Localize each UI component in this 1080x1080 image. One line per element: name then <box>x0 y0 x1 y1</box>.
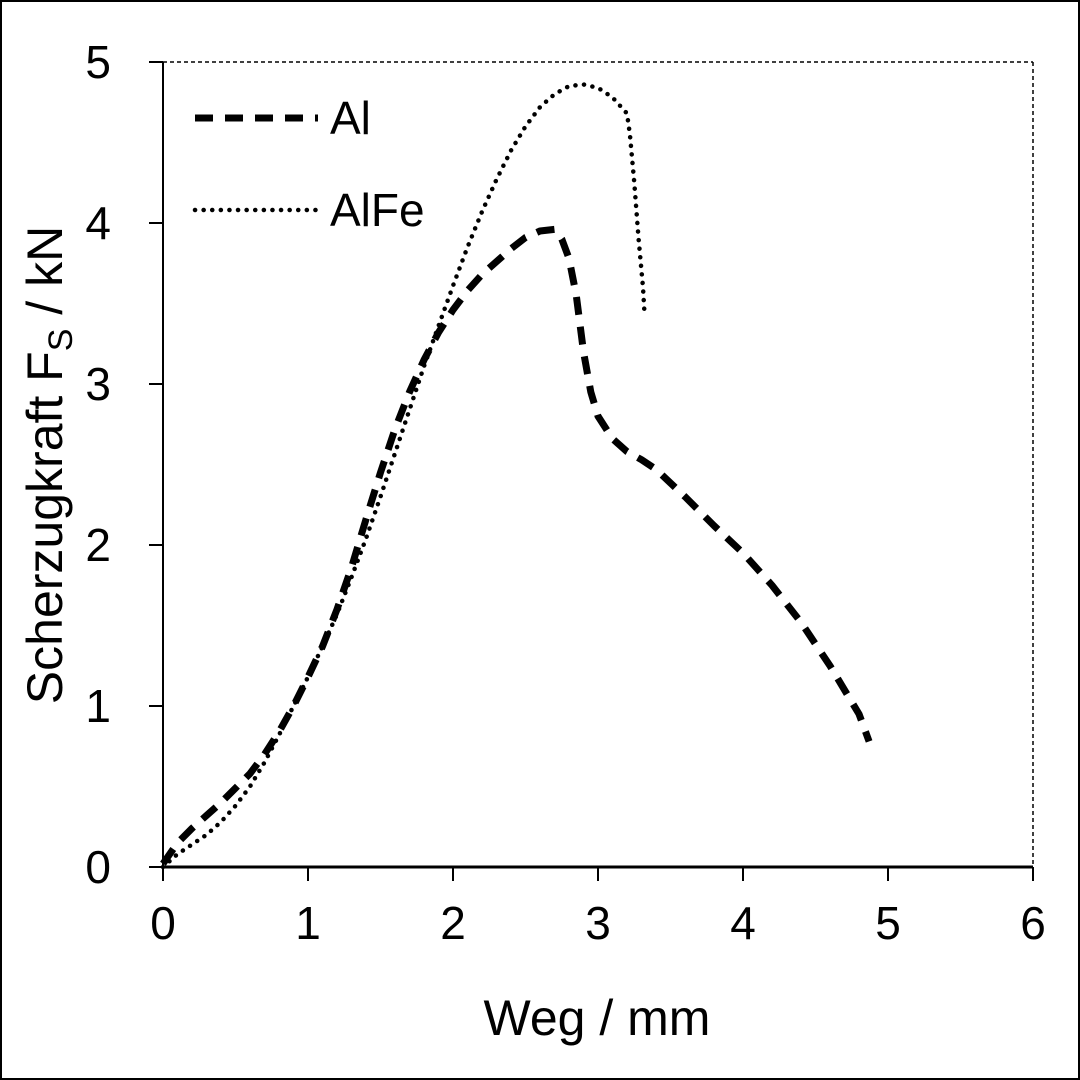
y-axis-label: Scherzugkraft FS / kN <box>17 226 80 704</box>
y-tick-label: 1 <box>85 680 111 732</box>
y-tick-label: 4 <box>85 197 111 249</box>
y-tick-label: 5 <box>85 36 111 88</box>
x-tick-label: 1 <box>295 897 321 949</box>
legend-label-al: Al <box>330 92 371 144</box>
y-axis-label-suffix: / kN <box>17 226 73 329</box>
x-tick-label: 6 <box>1020 897 1046 949</box>
y-tick-label: 0 <box>85 841 111 893</box>
x-tick-label: 0 <box>150 897 176 949</box>
x-axis-label: Weg / mm <box>484 990 711 1046</box>
y-axis-label-main: Scherzugkraft F <box>17 351 73 704</box>
series-layer <box>160 82 873 870</box>
x-tick-label: 3 <box>585 897 611 949</box>
y-tick-label: 2 <box>85 519 111 571</box>
x-tick-label: 5 <box>875 897 901 949</box>
plot-area <box>162 61 1034 869</box>
y-tick-label: 3 <box>85 358 111 410</box>
series-line-al <box>160 225 873 866</box>
y-axis-label-subscript: S <box>42 329 80 352</box>
axis-ticks: 0 1 2 3 4 5 6 0 1 2 3 4 5 <box>85 36 1045 949</box>
legend-label-alfe: AlFe <box>330 184 425 236</box>
x-tick-label: 4 <box>730 897 756 949</box>
legend: Al AlFe <box>192 92 425 236</box>
x-tick-label: 2 <box>440 897 466 949</box>
